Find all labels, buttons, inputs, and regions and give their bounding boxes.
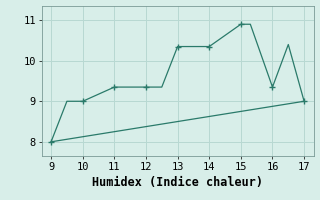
X-axis label: Humidex (Indice chaleur): Humidex (Indice chaleur): [92, 176, 263, 189]
